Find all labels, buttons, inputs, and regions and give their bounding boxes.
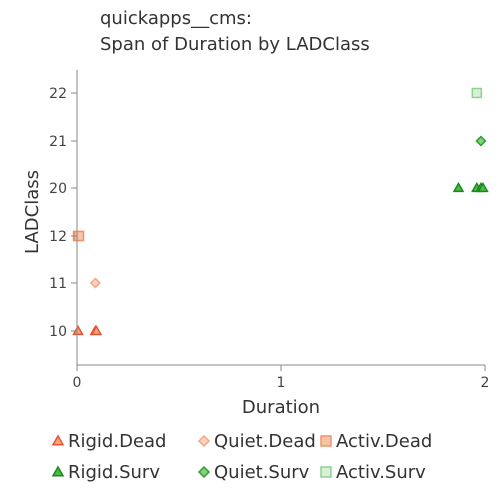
x-axis-title: Duration	[242, 397, 320, 418]
y-tick-label: 21	[49, 134, 67, 150]
legend: Rigid.Dead Quiet.Dead Activ.Dead Rigid.Surv…	[51, 431, 432, 483]
data-point	[475, 135, 487, 147]
data-point	[477, 181, 489, 193]
y-axis: 10 11 12 20 21 22	[49, 70, 78, 365]
data-point	[471, 87, 483, 99]
chart-title-line-2: Span of Duration by LADClass	[100, 34, 370, 55]
legend-marker	[51, 434, 65, 446]
data-point	[452, 181, 465, 193]
legend-item: Quiet.Surv	[197, 462, 310, 483]
x-axis: 0 1 2	[73, 364, 490, 391]
y-tick-label: 12	[49, 229, 67, 245]
legend-marker	[320, 435, 332, 447]
legend-label: Activ.Surv	[336, 462, 426, 483]
y-tick-label: 22	[49, 86, 67, 102]
legend-marker	[197, 434, 211, 448]
x-tick-label: 2	[481, 375, 490, 391]
plot-area	[72, 87, 489, 336]
y-tick-label: 20	[49, 181, 67, 197]
legend-item: Rigid.Surv	[51, 462, 160, 483]
x-tick-label: 1	[277, 375, 286, 391]
legend-marker	[51, 465, 65, 477]
chart-title-line-1: quickapps__cms:	[100, 8, 252, 29]
y-tick-label: 11	[49, 276, 67, 292]
data-point	[90, 324, 103, 336]
data-point	[72, 324, 84, 336]
legend-item: Quiet.Dead	[197, 431, 316, 452]
legend-label: Quiet.Dead	[214, 431, 316, 452]
legend-item: Activ.Dead	[320, 431, 432, 452]
legend-marker	[197, 465, 211, 479]
legend-label: Quiet.Surv	[214, 462, 310, 483]
data-point	[89, 277, 101, 289]
legend-item: Activ.Surv	[320, 462, 426, 483]
legend-label: Rigid.Dead	[68, 431, 166, 452]
legend-marker	[320, 466, 332, 478]
y-tick-label: 10	[49, 324, 67, 340]
x-tick-label: 0	[73, 375, 82, 391]
legend-label: Activ.Dead	[336, 431, 432, 452]
legend-label: Rigid.Surv	[68, 462, 160, 483]
y-axis-title: LADClass	[22, 170, 43, 254]
legend-item: Rigid.Dead	[51, 431, 166, 452]
